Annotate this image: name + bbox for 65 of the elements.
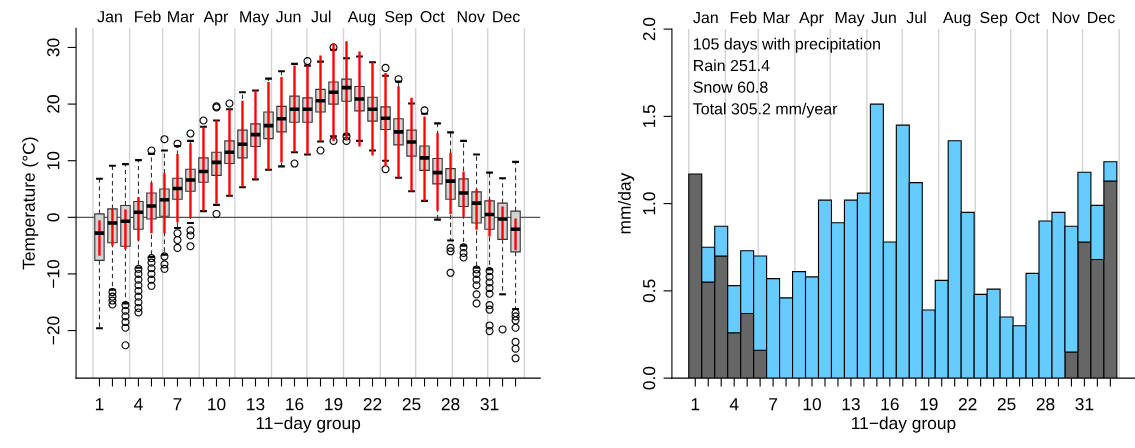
ref-line-label: Jan xyxy=(97,11,122,23)
ref-line-label: Mar xyxy=(168,11,195,23)
y-tick-label: 0 xyxy=(47,213,60,222)
ref-line-label: May xyxy=(835,12,865,27)
ref-line-label: Oct xyxy=(420,10,445,23)
y-axis-title: Temperature (°C) xyxy=(22,137,39,270)
ref-line-label: Oct xyxy=(1015,11,1040,24)
ref-line-label: Jun xyxy=(275,11,301,23)
ref-line-label: Sep xyxy=(385,10,413,26)
x-tick-label: 1 xyxy=(691,398,700,411)
ref-line-label: Nov xyxy=(457,11,485,23)
ref-line-label: Jun xyxy=(871,12,896,24)
y-axis-title: mm/day xyxy=(618,172,635,234)
x-tick-label: 28 xyxy=(441,398,460,411)
y-tick-label: 20 xyxy=(47,95,60,113)
y-tick-label: 30 xyxy=(47,38,60,57)
annotation: Total 305.2 mm/year xyxy=(693,102,838,118)
x-tick-label: 22 xyxy=(363,398,382,411)
x-tick-label: 13 xyxy=(842,398,860,411)
ref-line-label: Sep xyxy=(980,11,1008,27)
x-tick-label: 25 xyxy=(402,398,421,411)
x-tick-label: 31 xyxy=(480,398,499,411)
y-tick-label: 0.5 xyxy=(643,279,656,303)
x-tick-label: 25 xyxy=(997,398,1016,411)
y-tick-label: 10 xyxy=(47,151,60,170)
x-tick-label: 7 xyxy=(173,398,182,411)
x-tick-label: 22 xyxy=(958,398,977,411)
x-tick-label: 16 xyxy=(881,398,899,411)
annotation: Snow 60.8 xyxy=(693,81,768,93)
x-tick-label: 10 xyxy=(208,398,226,411)
x-axis-title: 11−day group xyxy=(852,416,956,433)
annotation: Rain 251.4 xyxy=(694,59,770,72)
y-tick-label: −10 xyxy=(47,259,60,288)
ref-line-label: Feb xyxy=(135,10,161,23)
y-tick-label: 1.5 xyxy=(643,105,656,128)
annotation: 105 days with precipitation xyxy=(693,37,880,53)
y-tick-label: 1.0 xyxy=(643,192,656,215)
ref-line-label: Aug xyxy=(942,12,971,27)
x-tick-label: 19 xyxy=(325,398,343,411)
x-tick-label: 1 xyxy=(95,398,104,411)
x-tick-label: 16 xyxy=(286,398,304,411)
ref-line-label: May xyxy=(240,11,270,26)
x-tick-label: 31 xyxy=(1075,398,1094,411)
ref-line-label: Jul xyxy=(311,10,331,23)
x-axis-title: 11−day group xyxy=(256,416,361,433)
ref-line-label: Mar xyxy=(763,12,790,24)
ref-line-label: Apr xyxy=(799,12,824,27)
x-tick-label: 4 xyxy=(729,398,739,411)
x-tick-label: 4 xyxy=(134,398,143,411)
ref-line-label: Feb xyxy=(730,11,757,24)
ref-line-label: Aug xyxy=(347,11,376,26)
x-tick-label: 28 xyxy=(1036,398,1055,411)
x-tick-label: 19 xyxy=(920,398,938,411)
ref-line-label: Jul xyxy=(906,11,926,24)
ref-line-label: Jan xyxy=(693,12,718,24)
x-tick-label: 7 xyxy=(769,398,778,411)
ref-line-label: Nov xyxy=(1052,12,1080,24)
x-tick-label: 10 xyxy=(803,398,821,411)
y-tick-label: −20 xyxy=(47,316,60,345)
y-tick-label: 2.0 xyxy=(643,17,656,41)
ref-line-label: Dec xyxy=(1088,12,1115,24)
y-tick-label: 0.0 xyxy=(643,366,656,390)
ref-line-label: Apr xyxy=(203,11,229,26)
ref-line-label: Dec xyxy=(493,11,520,23)
x-tick-label: 13 xyxy=(247,398,265,411)
